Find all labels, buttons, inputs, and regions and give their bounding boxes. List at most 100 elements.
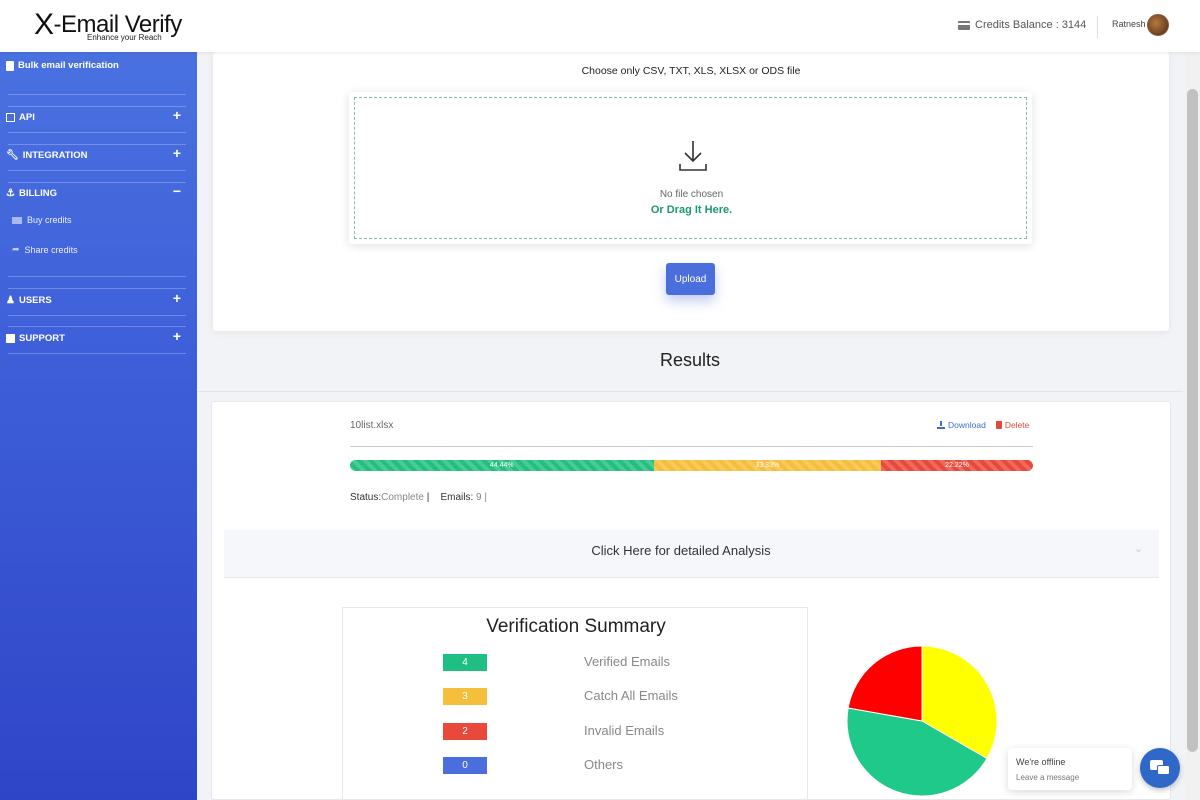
sidebar-divider [8,288,186,289]
results-heading: Results [659,350,721,370]
summary-title: Verification Summary [486,616,666,637]
detailed-analysis-toggle[interactable]: Click Here for detailed Analysis ⌄ [224,530,1159,578]
credit-card-icon [958,20,970,30]
header-divider [1097,16,1098,38]
emails-separator: | [481,492,487,503]
sidebar-divider [8,326,186,327]
sidebar-item-integration[interactable]: 🔧︎ INTEGRATION + [6,145,188,161]
emails-count: 9 [476,492,482,503]
summary-row-label: Verified Emails [584,654,670,669]
summary-row-others: 0 Others [443,757,743,775]
summary-row-catch-all: 3 Catch All Emails [443,688,743,706]
verification-pie-chart [846,645,998,797]
sidebar-item-label: API [19,112,35,123]
sidebar-divider [8,276,186,277]
download-icon [937,421,945,429]
summary-count-badge: 0 [443,757,487,774]
delete-label: Delete [1004,420,1030,430]
sidebar-item-label: USERS [18,295,52,306]
billing-icon: ⚓︎ [6,188,15,199]
share-icon: ➦ [12,244,20,254]
sidebar-subitem-share-credits[interactable]: ➦ Share credits [12,244,78,255]
progress-segment: 33.33% [653,460,882,471]
sidebar-divider [8,353,186,354]
chat-status-bubble[interactable]: We're offline Leave a message [1008,748,1132,790]
sidebar-item-users[interactable]: ♟︎ USERS + [6,290,188,306]
sidebar-item-label: INTEGRATION [22,150,88,161]
avatar[interactable] [1147,14,1169,36]
chat-status: We're offline [1016,757,1066,767]
summary-row-invalid: 2 Invalid Emails [443,723,743,741]
sidebar-item-support[interactable]: SUPPORT + [6,328,188,344]
file-divider [350,446,1033,447]
verification-summary: Verification Summary 4 Verified Emails 3… [342,607,808,800]
sidebar-divider [8,106,186,107]
status-value: Complete [381,492,424,503]
pie-slice-catch-all-emails[interactable] [921,645,998,760]
status-label: Status: [350,492,382,503]
collapse-icon[interactable]: − [172,183,181,199]
download-label: Download [948,420,986,430]
status-line: Status:Complete | Emails: 9 | [350,492,487,503]
dropzone-container: No file chosen Or Drag It Here. [349,92,1032,244]
sidebar-divider [8,132,186,133]
expand-icon[interactable]: + [172,107,181,123]
pie-slice-invalid-emails[interactable] [847,645,923,722]
summary-count-badge: 3 [443,688,487,705]
credits-balance-label: Credits Balance : 3144 [975,19,1087,31]
sidebar-item-label: Bulk email verification [18,60,119,71]
chevron-down-icon: ⌄ [1134,543,1144,555]
download-button[interactable]: Download [937,420,986,430]
top-bar: X-Email Verify Enhance your Reach Credit… [0,0,1200,52]
clipboard-icon [6,60,14,71]
summary-row-label: Others [584,757,624,772]
file-dropzone[interactable]: No file chosen Or Drag It Here. [354,97,1027,239]
api-icon [6,113,15,122]
emails-label: Emails: [440,492,474,503]
scrollbar-thumb[interactable] [1187,89,1198,752]
chat-launcher-button[interactable] [1140,748,1180,788]
credit-card-icon [12,216,22,224]
credits-balance: Credits Balance : 3144 [958,19,1086,31]
result-actions: Download Delete [937,420,1029,430]
logo-tagline: Enhance your Reach [87,33,162,42]
summary-row-verified: 4 Verified Emails [443,654,743,672]
sidebar-subitem-label: Buy credits [27,215,72,225]
sidebar-divider [8,182,186,183]
drag-here-link[interactable]: Or Drag It Here. [650,204,733,216]
progress-segment: 44.44% [350,460,654,471]
book-icon [6,334,15,343]
chat-icon [1150,760,1163,770]
sidebar-divider [8,94,186,95]
result-card: 10list.xlsx Download Delete 44.44% 33.33%… [211,401,1171,800]
logo[interactable]: X-Email Verify Enhance your Reach [34,6,182,46]
pie-slice-verified-emails[interactable] [846,707,988,797]
summary-row-label: Catch All Emails [584,688,678,703]
expand-icon[interactable]: + [172,328,181,344]
sidebar-subitem-buy-credits[interactable]: Buy credits [12,215,72,225]
summary-count-badge: 2 [443,723,487,740]
expand-icon[interactable]: + [172,145,181,161]
file-name: 10list.xlsx [350,420,394,431]
expand-icon[interactable]: + [172,290,181,306]
detailed-analysis-label: Click Here for detailed Analysis [591,543,771,558]
summary-count-badge: 4 [443,654,487,671]
sidebar-item-label: BILLING [18,188,57,199]
sidebar-item-bulk-verification[interactable]: Bulk email verification [6,60,188,71]
upload-button[interactable]: Upload [666,263,715,295]
user-name[interactable]: Ratnesh [1112,19,1146,29]
sidebar-item-label: SUPPORT [19,333,65,344]
verification-progress-bar: 44.44% 33.33% 22.22% [350,460,1033,471]
delete-button[interactable]: Delete [995,420,1030,430]
file-type-note: Choose only CSV, TXT, XLS, XLSX or ODS f… [581,65,801,77]
sidebar: Bulk email verification API + 🔧︎ INTEGRA… [0,52,197,800]
status-separator: | [423,492,430,503]
sidebar-item-billing[interactable]: ⚓︎ BILLING − [6,183,188,199]
sidebar-item-api[interactable]: API + [6,107,188,123]
results-divider [197,391,1183,392]
sidebar-divider [8,315,186,316]
upload-panel: Choose only CSV, TXT, XLS, XLSX or ODS f… [213,52,1169,331]
no-file-text: No file chosen [659,189,724,200]
sidebar-divider [8,144,186,145]
page-scrollbar[interactable] [1185,52,1200,800]
